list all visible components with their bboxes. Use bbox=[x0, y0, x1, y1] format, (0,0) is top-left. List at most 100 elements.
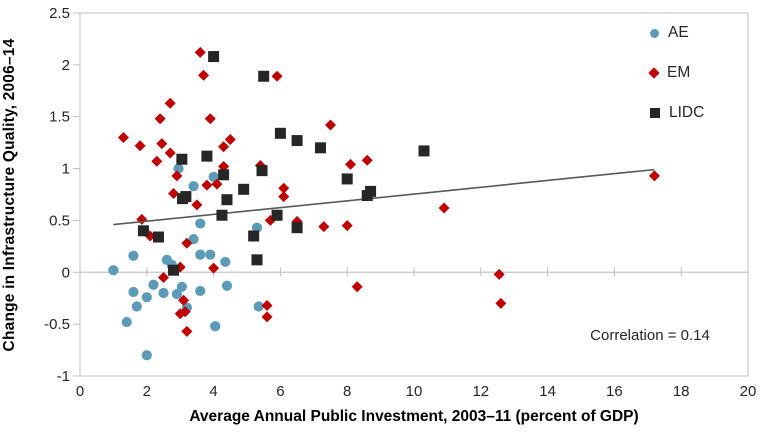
data-point-ae bbox=[188, 233, 199, 245]
data-point-ae bbox=[195, 285, 206, 297]
data-point-ae bbox=[128, 286, 139, 298]
x-tick-label: 20 bbox=[740, 383, 757, 400]
data-point-lidc bbox=[152, 231, 164, 243]
data-point-lidc bbox=[291, 135, 303, 147]
y-tick-label: 0.5 bbox=[49, 212, 70, 229]
data-point-em bbox=[278, 182, 290, 194]
data-point-ae bbox=[221, 280, 233, 291]
data-point-ae bbox=[108, 265, 119, 276]
y-tick-label: 1 bbox=[62, 161, 70, 178]
legend-item-em: EM bbox=[648, 61, 704, 85]
data-point-em bbox=[325, 119, 336, 131]
data-point-em bbox=[194, 46, 206, 58]
data-point-em bbox=[179, 306, 191, 318]
data-point-em bbox=[261, 299, 273, 311]
data-point-lidc bbox=[137, 225, 149, 237]
x-tick-label: 6 bbox=[276, 383, 284, 400]
x-tick-label: 10 bbox=[406, 383, 423, 400]
data-point-em bbox=[178, 294, 190, 306]
data-point-em bbox=[134, 140, 146, 152]
y-tick-label: 2 bbox=[62, 57, 70, 74]
data-point-em bbox=[218, 160, 230, 172]
data-point-lidc bbox=[238, 183, 250, 195]
data-point-ae bbox=[251, 222, 263, 233]
y-tick-label: 0 bbox=[62, 264, 70, 281]
data-point-em bbox=[438, 202, 450, 214]
data-point-lidc bbox=[291, 222, 303, 234]
data-point-ae bbox=[205, 249, 216, 260]
data-point-em bbox=[271, 70, 283, 82]
y-tick-label: 2.5 bbox=[49, 5, 70, 22]
data-point-ae bbox=[141, 350, 152, 361]
data-point-lidc bbox=[418, 145, 430, 157]
y-axis-title: Change in Infrastructure Quality, 2006–1… bbox=[1, 38, 18, 352]
data-point-em bbox=[318, 221, 330, 233]
data-point-em bbox=[201, 179, 213, 191]
data-point-em bbox=[208, 262, 220, 274]
data-point-ae bbox=[208, 171, 219, 182]
data-point-ae bbox=[171, 288, 182, 300]
data-point-em bbox=[345, 158, 357, 170]
data-point-lidc bbox=[274, 127, 286, 139]
data-point-em bbox=[181, 325, 193, 337]
data-point-lidc bbox=[221, 194, 233, 206]
data-point-em bbox=[218, 141, 230, 153]
data-point-em bbox=[151, 155, 163, 167]
data-point-em bbox=[351, 281, 363, 293]
plot-frame bbox=[79, 12, 749, 377]
square-marker-icon bbox=[650, 108, 660, 118]
legend-label: LIDC bbox=[669, 104, 705, 121]
data-point-em bbox=[181, 237, 193, 249]
data-point-ae bbox=[121, 316, 132, 328]
x-tick-label: 2 bbox=[143, 383, 151, 400]
data-point-em bbox=[224, 134, 236, 146]
data-point-lidc bbox=[248, 230, 260, 242]
data-point-ae bbox=[195, 249, 206, 260]
data-point-ae bbox=[188, 181, 199, 192]
x-tick-label: 8 bbox=[343, 383, 351, 400]
legend-label: EM bbox=[667, 64, 691, 81]
data-point-em bbox=[171, 170, 183, 182]
diamond-marker-icon bbox=[648, 67, 660, 79]
data-point-ae bbox=[141, 292, 152, 303]
data-point-em bbox=[191, 199, 203, 211]
data-point-lidc bbox=[258, 70, 270, 82]
data-point-em bbox=[495, 297, 507, 309]
x-tick-label: 18 bbox=[673, 383, 690, 400]
circle-marker-icon bbox=[650, 28, 659, 38]
data-point-ae bbox=[176, 281, 187, 292]
x-axis-title: Average Annual Public Investment, 2003–1… bbox=[189, 408, 639, 425]
data-point-em bbox=[278, 191, 290, 203]
data-point-em bbox=[493, 268, 505, 280]
data-point-ae bbox=[128, 250, 139, 261]
data-point-ae bbox=[158, 287, 169, 299]
data-point-lidc bbox=[168, 264, 180, 276]
data-point-em bbox=[154, 113, 166, 125]
data-point-lidc bbox=[251, 254, 263, 266]
data-point-em bbox=[158, 271, 169, 283]
data-point-lidc bbox=[176, 153, 188, 165]
data-point-lidc bbox=[180, 191, 192, 203]
data-point-em bbox=[136, 213, 148, 225]
x-tick-label: 14 bbox=[539, 383, 556, 400]
data-point-em bbox=[198, 69, 210, 81]
data-point-em bbox=[648, 170, 660, 182]
y-tick-label: -0.5 bbox=[44, 316, 70, 333]
data-point-ae bbox=[210, 321, 221, 332]
data-point-em bbox=[168, 187, 180, 199]
trend-line bbox=[113, 168, 655, 226]
y-tick-label: -1 bbox=[57, 368, 70, 385]
data-point-em bbox=[261, 311, 273, 323]
x-tick-label: 4 bbox=[209, 383, 217, 400]
data-point-em bbox=[211, 178, 223, 190]
data-point-lidc bbox=[341, 173, 353, 185]
data-point-lidc bbox=[218, 169, 230, 181]
data-point-em bbox=[117, 131, 129, 143]
data-point-lidc bbox=[201, 150, 213, 162]
data-point-lidc bbox=[271, 209, 283, 221]
data-point-lidc bbox=[216, 209, 228, 221]
data-point-em bbox=[204, 113, 216, 125]
data-point-em bbox=[156, 138, 168, 150]
